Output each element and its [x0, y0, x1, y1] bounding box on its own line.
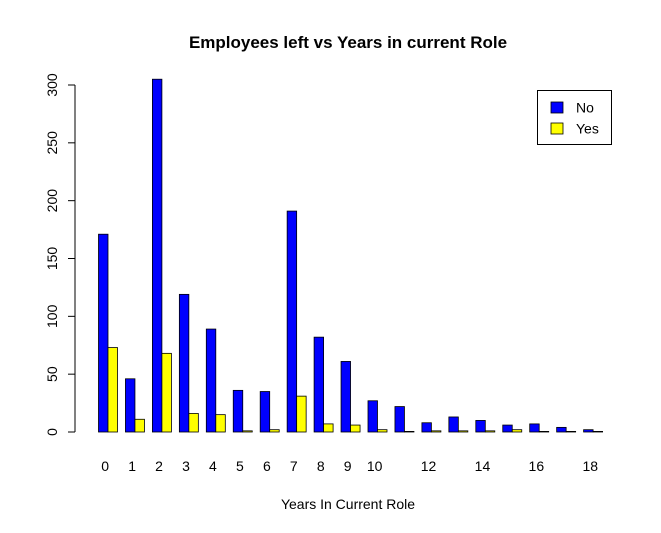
bar-yes-8 [323, 423, 334, 433]
x-tick-label-0: 0 [101, 458, 109, 474]
bar-no-11 [394, 406, 405, 433]
bars [98, 78, 603, 433]
x-tick-label-14: 14 [475, 458, 491, 474]
bar-no-12 [421, 422, 432, 433]
x-tick-label-1: 1 [128, 458, 136, 474]
x-tick-label-8: 8 [317, 458, 325, 474]
bar-no-4 [205, 328, 217, 433]
legend-swatch-no [550, 101, 564, 114]
bar-yes-18 [592, 430, 603, 433]
x-tick-label-6: 6 [263, 458, 271, 474]
x-tick-label-16: 16 [529, 458, 545, 474]
bar-no-5 [232, 389, 244, 433]
bar-yes-7 [296, 395, 307, 433]
bar-yes-15 [511, 429, 523, 433]
x-tick-label-2: 2 [155, 458, 163, 474]
bar-yes-13 [457, 430, 469, 433]
legend-label-yes: Yes [576, 121, 599, 137]
y-tick-label: 50 [44, 366, 60, 382]
x-tick-label-18: 18 [582, 458, 598, 474]
y-axis: 0 50 100 150 200 250 300 [44, 73, 76, 436]
y-tick-label: 0 [44, 428, 60, 436]
bar-no-16 [529, 423, 540, 433]
x-axis-tick-labels: 0 1 2 3 4 5 6 7 8 9 10 12 14 16 18 [101, 458, 598, 474]
bar-no-3 [178, 293, 190, 433]
bar-yes-12 [430, 430, 442, 433]
bar-yes-1 [134, 418, 145, 433]
chart-title: Employees left vs Years in current Role [189, 33, 507, 52]
bar-no-2 [151, 78, 163, 433]
bar-yes-11 [404, 430, 415, 433]
y-tick-label: 250 [44, 131, 60, 155]
bar-no-8 [313, 336, 325, 433]
bar-yes-5 [242, 430, 253, 433]
y-tick-label: 150 [44, 247, 60, 271]
bar-no-10 [367, 400, 378, 433]
bar-no-7 [286, 210, 298, 433]
y-tick-label: 300 [44, 73, 60, 97]
bar-yes-2 [161, 352, 172, 433]
bar-no-13 [448, 416, 459, 433]
bar-no-18 [583, 429, 594, 433]
bar-yes-10 [377, 429, 388, 433]
bar-yes-3 [188, 413, 199, 433]
x-tick-label-10: 10 [367, 458, 383, 474]
x-tick-label-7: 7 [290, 458, 298, 474]
bar-yes-17 [565, 430, 577, 433]
bar-yes-9 [350, 424, 361, 433]
bar-no-15 [502, 424, 513, 433]
legend-box [537, 90, 612, 145]
bar-no-14 [475, 420, 486, 433]
bar-no-17 [556, 426, 567, 433]
y-tick-label: 200 [44, 189, 60, 213]
bar-yes-6 [269, 429, 280, 433]
y-tick-label: 100 [44, 304, 60, 328]
bar-no-6 [259, 391, 271, 433]
legend-label-no: No [576, 100, 594, 116]
x-tick-label-9: 9 [344, 458, 352, 474]
x-tick-label-5: 5 [236, 458, 244, 474]
x-tick-label-12: 12 [421, 458, 437, 474]
bar-yes-16 [538, 430, 550, 433]
legend: No Yes [537, 90, 612, 145]
bar-no-1 [125, 378, 136, 433]
legend-swatch-yes [550, 122, 564, 135]
bar-no-9 [340, 361, 351, 433]
bar-no-0 [98, 233, 109, 433]
x-axis-label: Years In Current Role [281, 496, 415, 512]
bar-yes-4 [215, 414, 226, 433]
bar-yes-14 [484, 430, 496, 433]
bar-yes-0 [107, 347, 118, 433]
x-tick-label-3: 3 [182, 458, 190, 474]
x-tick-label-4: 4 [209, 458, 217, 474]
